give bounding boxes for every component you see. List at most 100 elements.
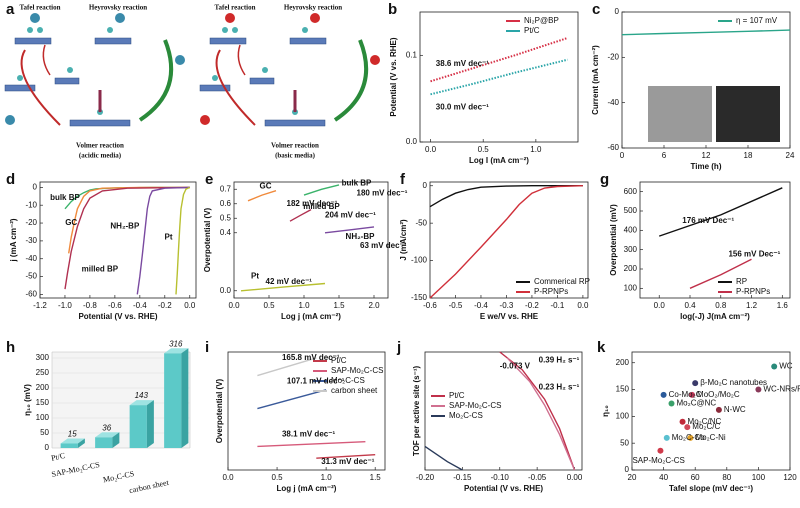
series-label: bulk BP [342, 179, 372, 188]
x-axis-label: Log j (mA cm⁻²) [281, 312, 341, 321]
annotation: 165.8 mV dec⁻¹ [282, 353, 340, 362]
plot-frame [419, 11, 579, 143]
y-tick-label: -50 [25, 272, 37, 281]
x-tick-label: 6 [662, 151, 667, 160]
y-tick-label: -20 [25, 218, 37, 227]
bar-top [129, 400, 154, 406]
legend-label: SAP-Mo₂C-CS [331, 366, 383, 375]
x-tick-label: 80 [722, 473, 731, 482]
series-line [68, 186, 190, 254]
series-line [430, 37, 568, 83]
x-axis-label: log(-J) J(mA cm⁻²) [680, 312, 750, 321]
x-tick-label: Pt/C [50, 451, 66, 463]
panel-label: h [6, 339, 15, 356]
legend-label: Pt/C [524, 26, 540, 35]
series-label: NH₂-BP [346, 232, 376, 241]
reaction-name: Heyrovsky reaction [89, 4, 147, 12]
x-tick-label: 0.8 [715, 301, 727, 310]
y-tick-label: 150 [36, 398, 50, 407]
x-tick-label: 0.5 [263, 301, 275, 310]
series-line [289, 208, 312, 222]
x-tick-label: 0.0 [222, 473, 234, 482]
x-tick-label: 0.0 [654, 301, 666, 310]
x-tick-label: 1.2 [746, 301, 758, 310]
point [755, 386, 762, 393]
y-axis-label: j (mA cm⁻²) [9, 218, 18, 262]
y-tick-label: 500 [624, 206, 638, 215]
catalyst-site [199, 84, 231, 92]
catalyst-site [249, 77, 275, 85]
series-line [689, 258, 752, 289]
x-axis-label: E we/V vs. RHE [480, 312, 539, 321]
x-axis-label: Potential (V vs. RHE) [78, 312, 157, 321]
x-axis-label: Log j (mA cm⁻²) [277, 484, 337, 493]
hydrogen-atom [262, 67, 268, 73]
h2-molecule [370, 55, 380, 65]
x-tick-label: 0.4 [684, 301, 696, 310]
legend-label: Pt/C [449, 391, 465, 400]
point [668, 400, 675, 407]
catalyst-site [54, 77, 80, 85]
x-tick-label: 120 [783, 473, 797, 482]
y-tick-label: 0 [45, 443, 50, 452]
x-tick-label: -0.05 [528, 473, 547, 482]
point-label: WC-NRs/RGO [763, 385, 800, 394]
annotation: 0.39 H₂ s⁻¹ [539, 355, 580, 364]
y-tick-label: 100 [624, 283, 638, 292]
value-label: 36 [102, 423, 111, 432]
series-line [430, 58, 568, 96]
series-line [429, 185, 583, 299]
bar [60, 443, 78, 448]
bar-top [95, 432, 120, 438]
x-tick-label: -0.4 [474, 301, 488, 310]
y-tick-label: 0.5 [220, 213, 232, 222]
series-line [658, 187, 783, 237]
series-label: NH₂-BP [110, 222, 140, 231]
bar-side [181, 348, 189, 448]
catalyst-site [69, 119, 131, 127]
point [657, 447, 664, 454]
y-tick-label: -60 [25, 290, 37, 299]
annotation: 38.6 mV dec⁻¹ [436, 59, 489, 68]
point-label: N-WC [724, 405, 746, 414]
y-tick-label: -40 [25, 254, 37, 263]
x-tick-label: 0.0 [425, 145, 437, 154]
plot-frame [639, 181, 791, 299]
x-tick-label: 20 [628, 473, 637, 482]
value-label: 15 [68, 430, 77, 439]
y-tick-label: -100 [411, 256, 428, 265]
x-tick-label: carbon sheet [128, 478, 170, 495]
y-axis-label: Current (mA cm⁻²) [591, 45, 600, 115]
y-tick-label: 0.0 [406, 137, 418, 146]
series-label: Pt [165, 232, 173, 241]
series-label: bulk BP [50, 193, 80, 202]
h2-molecule [310, 13, 320, 23]
series-label: milled BP [303, 202, 340, 211]
y-tick-label: 300 [36, 353, 50, 362]
x-tick-label: 0 [620, 151, 625, 160]
series-line [429, 185, 583, 208]
reaction-name: Tafel reaction [19, 4, 60, 12]
x-tick-label: -0.2 [158, 301, 172, 310]
series-line [247, 190, 277, 202]
reaction-arrow [138, 39, 174, 122]
x-tick-label: 0.0 [577, 301, 589, 310]
x-tick-label: -0.15 [453, 473, 472, 482]
x-tick-label: -0.6 [423, 301, 437, 310]
panel-label: g [600, 171, 609, 188]
x-tick-label: -0.5 [449, 301, 463, 310]
value-label: 143 [135, 391, 149, 400]
panel-label: b [388, 1, 397, 18]
media-label: (acidic media) [79, 152, 122, 160]
annotation: 107.1 mV dec⁻¹ [287, 377, 345, 386]
series-line [499, 351, 576, 471]
catalyst-site [14, 37, 52, 45]
bar-side [77, 438, 85, 448]
annotation: 42 mV dec⁻¹ [266, 277, 313, 286]
panel-label: j [396, 339, 401, 356]
x-tick-label: -0.10 [491, 473, 510, 482]
x-tick-label: -0.20 [416, 473, 435, 482]
x-tick-label: 0.0 [228, 301, 240, 310]
bar-side [112, 432, 120, 448]
y-tick-label: 400 [624, 225, 638, 234]
